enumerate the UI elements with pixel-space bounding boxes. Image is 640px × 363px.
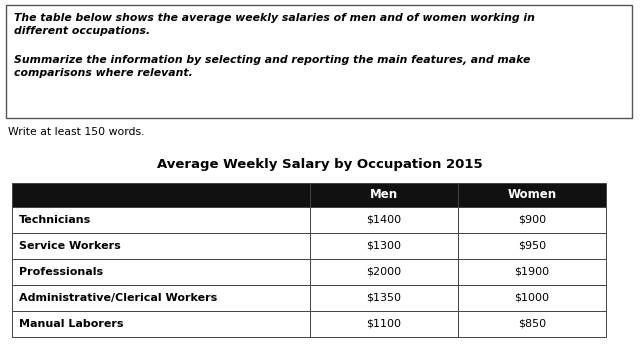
Text: $850: $850: [518, 319, 546, 329]
FancyBboxPatch shape: [310, 207, 458, 233]
FancyBboxPatch shape: [12, 285, 310, 311]
Text: comparisons where relevant.: comparisons where relevant.: [14, 68, 193, 78]
Text: Write at least 150 words.: Write at least 150 words.: [8, 127, 145, 137]
FancyBboxPatch shape: [12, 233, 310, 259]
FancyBboxPatch shape: [310, 233, 458, 259]
Text: $2000: $2000: [367, 267, 401, 277]
Text: $1000: $1000: [515, 293, 550, 303]
FancyBboxPatch shape: [12, 207, 310, 233]
Text: Women: Women: [508, 188, 557, 201]
Text: Men: Men: [370, 188, 398, 201]
Text: Manual Laborers: Manual Laborers: [19, 319, 124, 329]
FancyBboxPatch shape: [12, 311, 310, 337]
FancyBboxPatch shape: [458, 259, 606, 285]
Text: Professionals: Professionals: [19, 267, 103, 277]
Text: $950: $950: [518, 241, 546, 251]
Text: $1400: $1400: [367, 215, 401, 225]
Text: different occupations.: different occupations.: [14, 26, 150, 36]
Text: $1350: $1350: [367, 293, 401, 303]
FancyBboxPatch shape: [458, 285, 606, 311]
Text: $1100: $1100: [367, 319, 401, 329]
Text: Average Weekly Salary by Occupation 2015: Average Weekly Salary by Occupation 2015: [157, 158, 483, 171]
FancyBboxPatch shape: [12, 183, 310, 207]
FancyBboxPatch shape: [310, 183, 458, 207]
Text: Summarize the information by selecting and reporting the main features, and make: Summarize the information by selecting a…: [14, 55, 531, 65]
FancyBboxPatch shape: [458, 233, 606, 259]
FancyBboxPatch shape: [310, 285, 458, 311]
Text: Administrative/Clerical Workers: Administrative/Clerical Workers: [19, 293, 217, 303]
FancyBboxPatch shape: [458, 183, 606, 207]
Text: $900: $900: [518, 215, 546, 225]
FancyBboxPatch shape: [310, 311, 458, 337]
FancyBboxPatch shape: [6, 5, 632, 118]
FancyBboxPatch shape: [458, 311, 606, 337]
FancyBboxPatch shape: [458, 207, 606, 233]
FancyBboxPatch shape: [310, 259, 458, 285]
Text: $1900: $1900: [515, 267, 550, 277]
Text: The table below shows the average weekly salaries of men and of women working in: The table below shows the average weekly…: [14, 13, 535, 23]
Text: Technicians: Technicians: [19, 215, 92, 225]
Text: $1300: $1300: [367, 241, 401, 251]
FancyBboxPatch shape: [12, 259, 310, 285]
Text: Service Workers: Service Workers: [19, 241, 121, 251]
